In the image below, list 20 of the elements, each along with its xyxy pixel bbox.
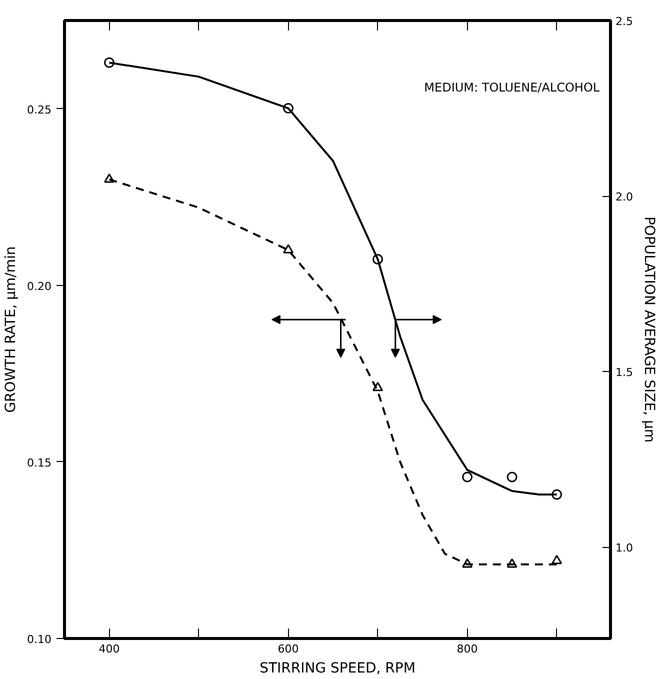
y2-tick-label: 2.5: [616, 15, 633, 28]
y2-tick-label: 2.0: [616, 190, 633, 204]
y-tick-label: 0.20: [27, 280, 52, 293]
annotation: MEDIUM: TOLUENE/ALCOHOL: [424, 80, 600, 95]
y-tick-label: 0.10: [27, 633, 52, 646]
y-tick-label: 0.25: [27, 103, 52, 116]
point: [462, 472, 473, 482]
y-tick-label: 0.15: [27, 456, 52, 470]
point: [552, 554, 562, 564]
x-tick-label: 600: [278, 642, 299, 656]
y-axis-title: GROWTH RATE, μm/min: [3, 246, 20, 413]
y2-tick-label: 1.5: [616, 366, 633, 380]
x-tick-label: 400: [98, 642, 120, 656]
y2-axis-title: POPULATION AVERAGE SIZE, μm: [640, 216, 657, 443]
point: [283, 244, 294, 254]
x-tick-label: 800: [456, 642, 478, 656]
x-axis-title: STIRRING SPEED, RPM: [260, 660, 416, 676]
y2-tick-label: 1.0: [616, 542, 633, 555]
point: [506, 472, 518, 482]
point: [372, 382, 384, 392]
